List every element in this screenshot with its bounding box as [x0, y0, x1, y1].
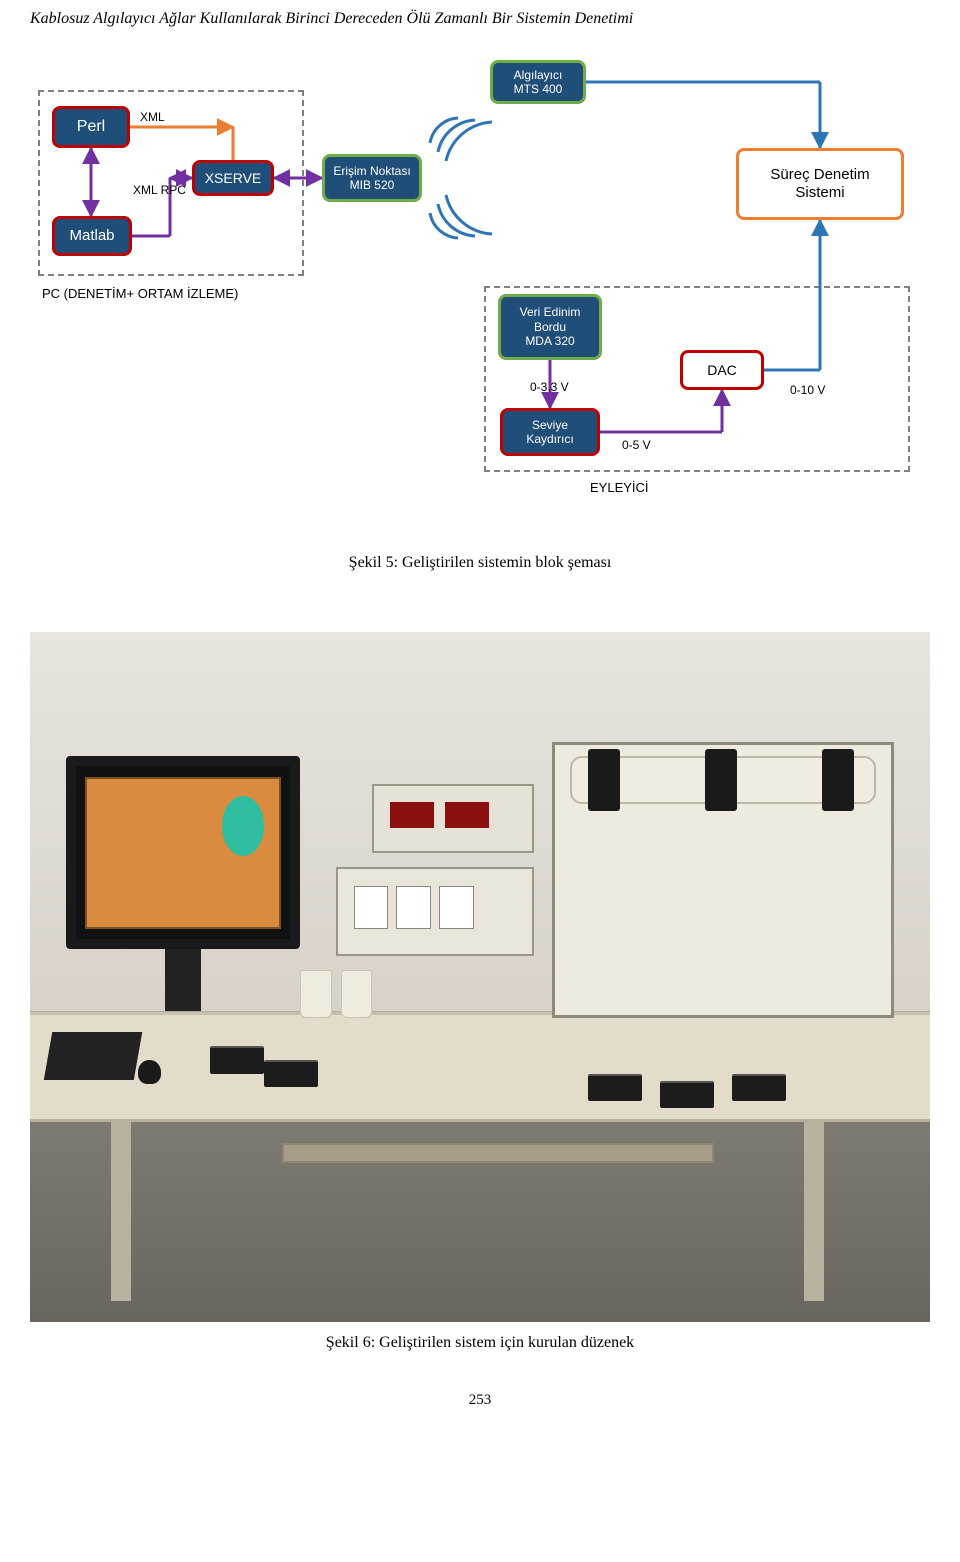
figure5-diagram: Perl XSERVE Matlab Erişim Noktası MIB 52… [30, 48, 930, 538]
node-label: XSERVE [205, 170, 262, 187]
node-process: Süreç Denetim Sistemi [736, 148, 904, 220]
node-label: Veri Edinim Bordu MDA 320 [520, 305, 581, 348]
sensor-node [588, 1074, 642, 1102]
keyboard-tray [282, 1143, 714, 1164]
node-label: Algılayıcı MTS 400 [514, 68, 563, 97]
node-matlab: Matlab [52, 216, 132, 256]
node-label: Matlab [69, 227, 114, 245]
node-label: DAC [707, 362, 737, 379]
page-number: 253 [30, 1392, 930, 1409]
desk [30, 1012, 930, 1122]
node-mib520: Erişim Noktası MIB 520 [322, 154, 422, 202]
monitor-stand [165, 949, 201, 1011]
desk-leg [804, 1122, 824, 1301]
group-label-actuator: EYLEYİCİ [590, 480, 649, 495]
page-header: Kablosuz Algılayıcı Ağlar Kullanılarak B… [30, 10, 930, 28]
sensor-node [660, 1081, 714, 1109]
monitor [66, 756, 300, 949]
edge-label-xmlrpc: XML RPC [133, 183, 186, 197]
node-label: Süreç Denetim Sistemi [770, 166, 869, 202]
node-label: Erişim Noktası MIB 520 [333, 164, 410, 193]
node-dac: DAC [680, 350, 764, 390]
node-label: Seviye Kaydırıcı [526, 418, 573, 447]
edge-label-0-3v: 0-3.3 V [530, 380, 569, 394]
tube-clamp [588, 749, 620, 811]
node-xserve: XSERVE [192, 160, 274, 196]
sensor-node [210, 1046, 264, 1074]
group-label-pc: PC (DENETİM+ ORTAM İZLEME) [42, 286, 238, 301]
sensor-node [264, 1060, 318, 1088]
node-level-shifter: Seviye Kaydırıcı [500, 408, 600, 456]
tube-clamp [705, 749, 737, 811]
figure5-caption: Şekil 5: Geliştirilen sistemin blok şema… [30, 554, 930, 572]
mouse [138, 1060, 161, 1084]
desk-leg [111, 1122, 131, 1301]
tube-clamp [822, 749, 854, 811]
psu-display [445, 802, 489, 828]
monitor-screen [85, 777, 282, 929]
sensor-node [732, 1074, 786, 1102]
keyboard [44, 1032, 143, 1080]
edge-label-0-10v: 0-10 V [790, 383, 825, 397]
edge-label-0-5v: 0-5 V [622, 438, 651, 452]
node-mts400: Algılayıcı MTS 400 [490, 60, 586, 104]
power-supply-top [372, 784, 534, 853]
speaker [341, 970, 373, 1018]
figure6-caption: Şekil 6: Geliştirilen sistem için kurula… [30, 1334, 930, 1352]
psu-meter [354, 886, 389, 929]
node-perl: Perl [52, 106, 130, 148]
speaker [300, 970, 332, 1018]
node-mda320: Veri Edinim Bordu MDA 320 [498, 294, 602, 360]
node-label: Perl [77, 117, 105, 136]
power-supply-bottom [336, 867, 534, 957]
figure6-photo [30, 632, 930, 1322]
edge-label-xml: XML [140, 110, 165, 124]
psu-display [390, 802, 434, 828]
psu-meter [396, 886, 431, 929]
psu-meter [439, 886, 474, 929]
